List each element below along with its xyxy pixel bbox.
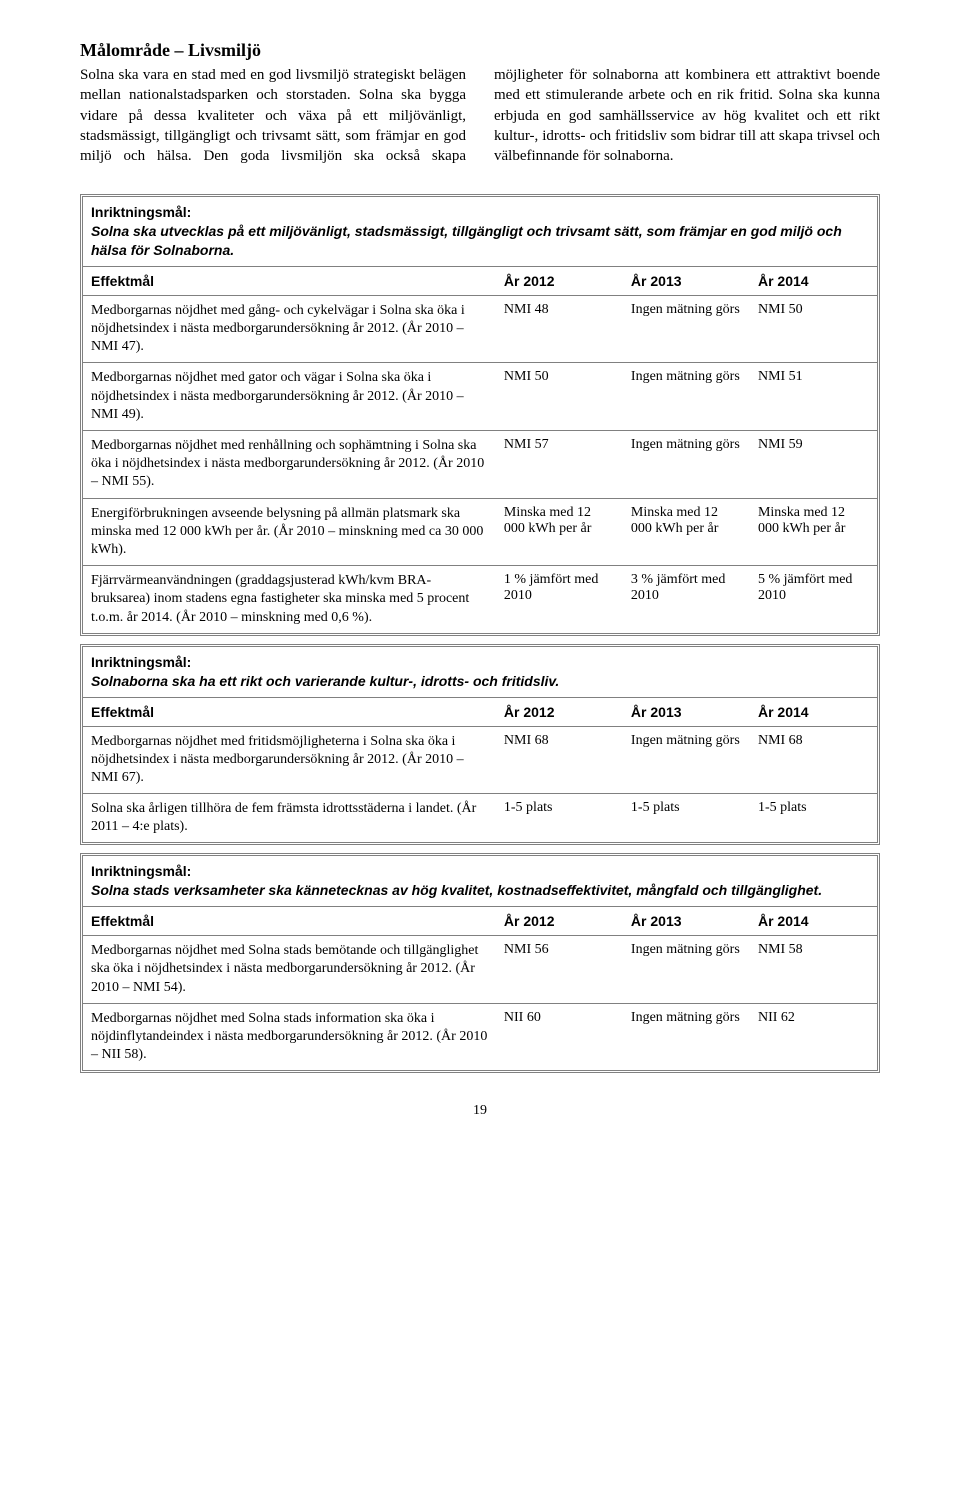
table-header: Effektmål <box>83 266 496 295</box>
table-header: År 2014 <box>750 907 877 936</box>
goal-label: Inriktningsmål: <box>91 862 869 881</box>
table-cell: Minska med 12 000 kWh per år <box>750 498 877 566</box>
table-row: Medborgarnas nöjdhet med gator och vägar… <box>83 363 877 431</box>
goal-block: Inriktningsmål:Solnaborna ska ha ett rik… <box>80 644 880 846</box>
table-cell: NII 60 <box>496 1003 623 1070</box>
table-cell: Ingen mätning görs <box>623 363 750 431</box>
table-header: År 2014 <box>750 697 877 726</box>
table-row: Medborgarnas nöjdhet med Solna stads inf… <box>83 1003 877 1070</box>
table-header: Effektmål <box>83 697 496 726</box>
table-row: Solna ska årligen tillhöra de fem främst… <box>83 794 877 843</box>
table-cell: Ingen mätning görs <box>623 431 750 499</box>
page-number: 19 <box>80 1103 880 1119</box>
table-cell: Solna ska årligen tillhöra de fem främst… <box>83 794 496 843</box>
table-header: År 2012 <box>496 907 623 936</box>
table-cell: Ingen mätning görs <box>623 936 750 1004</box>
table-cell: 1-5 plats <box>623 794 750 843</box>
table-header: Effektmål <box>83 907 496 936</box>
table-cell: 5 % jämfört med 2010 <box>750 566 877 633</box>
goal-header: Inriktningsmål:Solnaborna ska ha ett rik… <box>83 647 877 697</box>
table-cell: NII 62 <box>750 1003 877 1070</box>
intro-paragraph: Solna ska vara en stad med en god livsmi… <box>80 65 880 166</box>
table-cell: NMI 68 <box>496 726 623 794</box>
table-cell: Energiförbrukningen avseende belysning p… <box>83 498 496 566</box>
table-cell: 3 % jämfört med 2010 <box>623 566 750 633</box>
table-cell: 1-5 plats <box>750 794 877 843</box>
effekt-table: EffektmålÅr 2012År 2013År 2014 Medborgarn… <box>83 906 877 1070</box>
table-cell: 1 % jämfört med 2010 <box>496 566 623 633</box>
table-header: År 2012 <box>496 266 623 295</box>
table-header: År 2012 <box>496 697 623 726</box>
table-cell: NMI 50 <box>750 295 877 363</box>
goal-block: Inriktningsmål:Solna ska utvecklas på et… <box>80 194 880 635</box>
section-heading: Målområde – Livsmiljö <box>80 40 880 61</box>
table-cell: Ingen mätning görs <box>623 726 750 794</box>
goal-label: Inriktningsmål: <box>91 653 869 672</box>
table-cell: NMI 56 <box>496 936 623 1004</box>
goal-text: Solnaborna ska ha ett rikt och varierand… <box>91 673 559 689</box>
table-cell: Minska med 12 000 kWh per år <box>496 498 623 566</box>
table-cell: NMI 51 <box>750 363 877 431</box>
table-header: År 2013 <box>623 907 750 936</box>
table-cell: Minska med 12 000 kWh per år <box>623 498 750 566</box>
table-cell: Fjärrvärmeanvändningen (graddagsjusterad… <box>83 566 496 633</box>
effekt-table: EffektmålÅr 2012År 2013År 2014 Medborgarn… <box>83 266 877 633</box>
table-row: Medborgarnas nöjdhet med gång- och cykel… <box>83 295 877 363</box>
goal-header: Inriktningsmål:Solna stads verksamheter … <box>83 856 877 906</box>
table-header: År 2014 <box>750 266 877 295</box>
table-cell: Medborgarnas nöjdhet med Solna stads inf… <box>83 1003 496 1070</box>
table-cell: Medborgarnas nöjdhet med gång- och cykel… <box>83 295 496 363</box>
table-cell: Medborgarnas nöjdhet med gator och vägar… <box>83 363 496 431</box>
table-cell: Ingen mätning görs <box>623 1003 750 1070</box>
goal-label: Inriktningsmål: <box>91 203 869 222</box>
goal-text: Solna ska utvecklas på ett miljövänligt,… <box>91 223 842 258</box>
table-cell: NMI 58 <box>750 936 877 1004</box>
table-cell: Medborgarnas nöjdhet med fritidsmöjlighe… <box>83 726 496 794</box>
table-header: År 2013 <box>623 266 750 295</box>
table-header: År 2013 <box>623 697 750 726</box>
table-row: Fjärrvärmeanvändningen (graddagsjusterad… <box>83 566 877 633</box>
table-cell: NMI 50 <box>496 363 623 431</box>
table-cell: Medborgarnas nöjdhet med Solna stads bem… <box>83 936 496 1004</box>
table-cell: NMI 57 <box>496 431 623 499</box>
table-cell: Medborgarnas nöjdhet med renhållning och… <box>83 431 496 499</box>
table-row: Medborgarnas nöjdhet med renhållning och… <box>83 431 877 499</box>
table-row: Medborgarnas nöjdhet med Solna stads bem… <box>83 936 877 1004</box>
goal-block: Inriktningsmål:Solna stads verksamheter … <box>80 853 880 1073</box>
table-cell: NMI 59 <box>750 431 877 499</box>
effekt-table: EffektmålÅr 2012År 2013År 2014 Medborgarn… <box>83 697 877 843</box>
table-cell: NMI 68 <box>750 726 877 794</box>
table-cell: NMI 48 <box>496 295 623 363</box>
goal-header: Inriktningsmål:Solna ska utvecklas på et… <box>83 197 877 266</box>
goal-text: Solna stads verksamheter ska känneteckna… <box>91 882 822 898</box>
table-cell: Ingen mätning görs <box>623 295 750 363</box>
table-row: Medborgarnas nöjdhet med fritidsmöjlighe… <box>83 726 877 794</box>
table-cell: 1-5 plats <box>496 794 623 843</box>
table-row: Energiförbrukningen avseende belysning p… <box>83 498 877 566</box>
